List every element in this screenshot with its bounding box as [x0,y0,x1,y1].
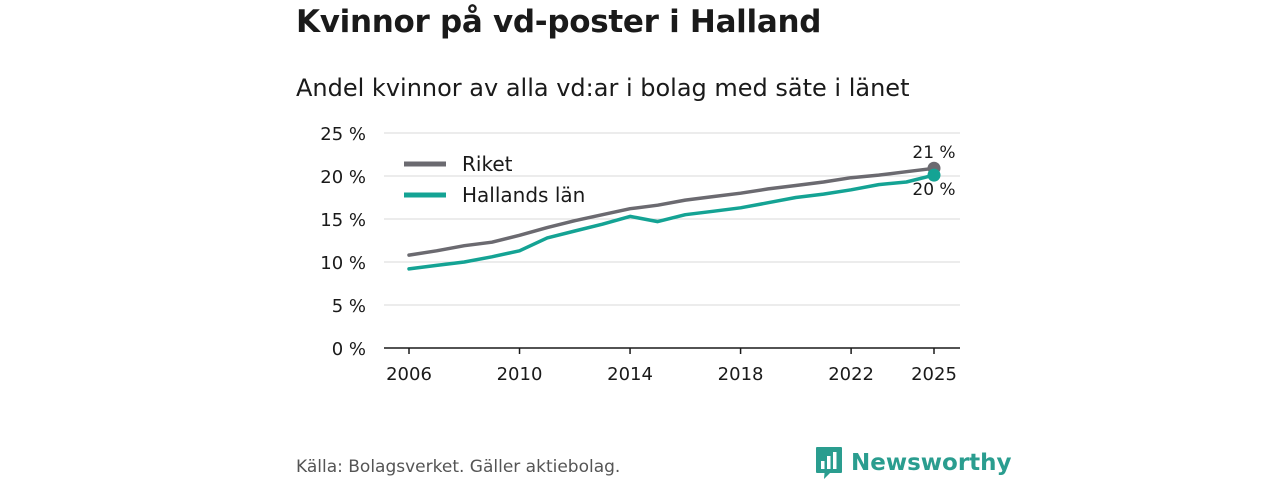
legend-label-0: Riket [462,152,513,176]
axes: 0 % 5 % 10 % 15 % 20 % 25 % 2006 2010 2014 2018 20… [320,124,960,385]
y-tick-label: 15 % [320,210,366,231]
legend: Riket Hallands län [404,152,585,207]
x-tick-label: 2025 [911,364,957,385]
x-tick-label: 2014 [607,364,653,385]
y-tick-label: 25 % [320,124,366,145]
x-tick-label: 2018 [718,364,764,385]
source-note: Källa: Bolagsverket. Gäller aktiebolag. [296,457,621,477]
y-tick-label: 0 % [332,339,366,360]
series-lines [407,161,941,271]
series-line-1 [407,173,936,271]
x-tick-label: 2022 [828,364,874,385]
end-labels: 21 % 20 % [912,143,955,200]
series-end-marker-1 [927,168,941,182]
series-line-0 [407,166,936,257]
y-tick-label: 20 % [320,167,366,188]
end-label-0: 21 % [912,143,955,163]
x-tick-label: 2010 [497,364,543,385]
chart-subtitle: Andel kvinnor av alla vd:ar i bolag med … [296,74,910,102]
bar-chart-speech-icon [816,447,842,479]
brand-logo[interactable]: Newsworthy [815,446,1012,480]
x-tick-label: 2006 [386,364,432,385]
end-label-1: 20 % [912,180,955,200]
y-tick-label: 5 % [332,296,366,317]
chart-title: Kvinnor på vd-poster i Halland [296,4,822,40]
legend-label-1: Hallands län [462,183,585,207]
y-tick-label: 10 % [320,253,366,274]
brand-name: Newsworthy [851,450,1012,476]
line-chart: 0 % 5 % 10 % 15 % 20 % 25 % 2006 2010 2014 2018 20… [320,124,960,385]
